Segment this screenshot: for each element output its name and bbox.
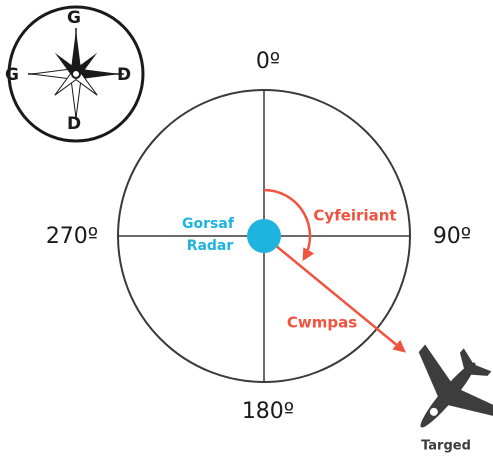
degree-label: 180º xyxy=(242,399,294,424)
radar-station xyxy=(247,219,281,253)
degree-label: 270º xyxy=(46,224,98,249)
radar-diagram: G G D D 0º 90º 180º 270º Gorsaf Radar Cy… xyxy=(0,0,493,457)
station-label: Gorsaf xyxy=(182,216,235,232)
compass-label: G xyxy=(67,8,81,28)
range-line xyxy=(264,236,404,351)
degree-label: 90º xyxy=(433,224,471,249)
compass-label: G xyxy=(5,65,19,85)
compass-center xyxy=(72,70,80,78)
bearing-label: Cyfeiriant xyxy=(313,207,396,225)
compass: G G D D xyxy=(5,7,143,141)
compass-label: D xyxy=(67,114,81,134)
range-label: Cwmpas xyxy=(287,314,357,332)
degree-label: 0º xyxy=(256,49,280,74)
target-label: Targed xyxy=(421,439,471,454)
station-label: Radar xyxy=(187,238,234,254)
compass-label: D xyxy=(117,65,131,85)
